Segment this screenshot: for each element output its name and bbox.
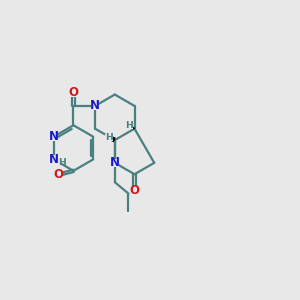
Text: N: N [49, 153, 59, 166]
Text: N: N [49, 130, 59, 143]
Text: O: O [53, 168, 64, 181]
Text: H: H [58, 158, 66, 167]
FancyBboxPatch shape [91, 102, 99, 110]
Text: H: H [125, 122, 133, 130]
FancyBboxPatch shape [105, 134, 113, 141]
FancyBboxPatch shape [68, 88, 78, 97]
Text: N: N [90, 99, 100, 112]
Polygon shape [128, 124, 134, 129]
Text: N: N [110, 156, 120, 169]
FancyBboxPatch shape [125, 122, 133, 130]
Text: O: O [130, 184, 140, 197]
FancyBboxPatch shape [54, 170, 63, 179]
FancyBboxPatch shape [50, 132, 58, 141]
Text: H: H [105, 133, 113, 142]
Text: O: O [68, 86, 78, 99]
FancyBboxPatch shape [110, 158, 119, 167]
FancyBboxPatch shape [46, 155, 61, 164]
FancyBboxPatch shape [130, 186, 140, 194]
